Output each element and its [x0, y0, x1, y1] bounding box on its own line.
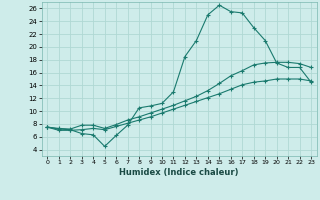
X-axis label: Humidex (Indice chaleur): Humidex (Indice chaleur) [119, 168, 239, 177]
